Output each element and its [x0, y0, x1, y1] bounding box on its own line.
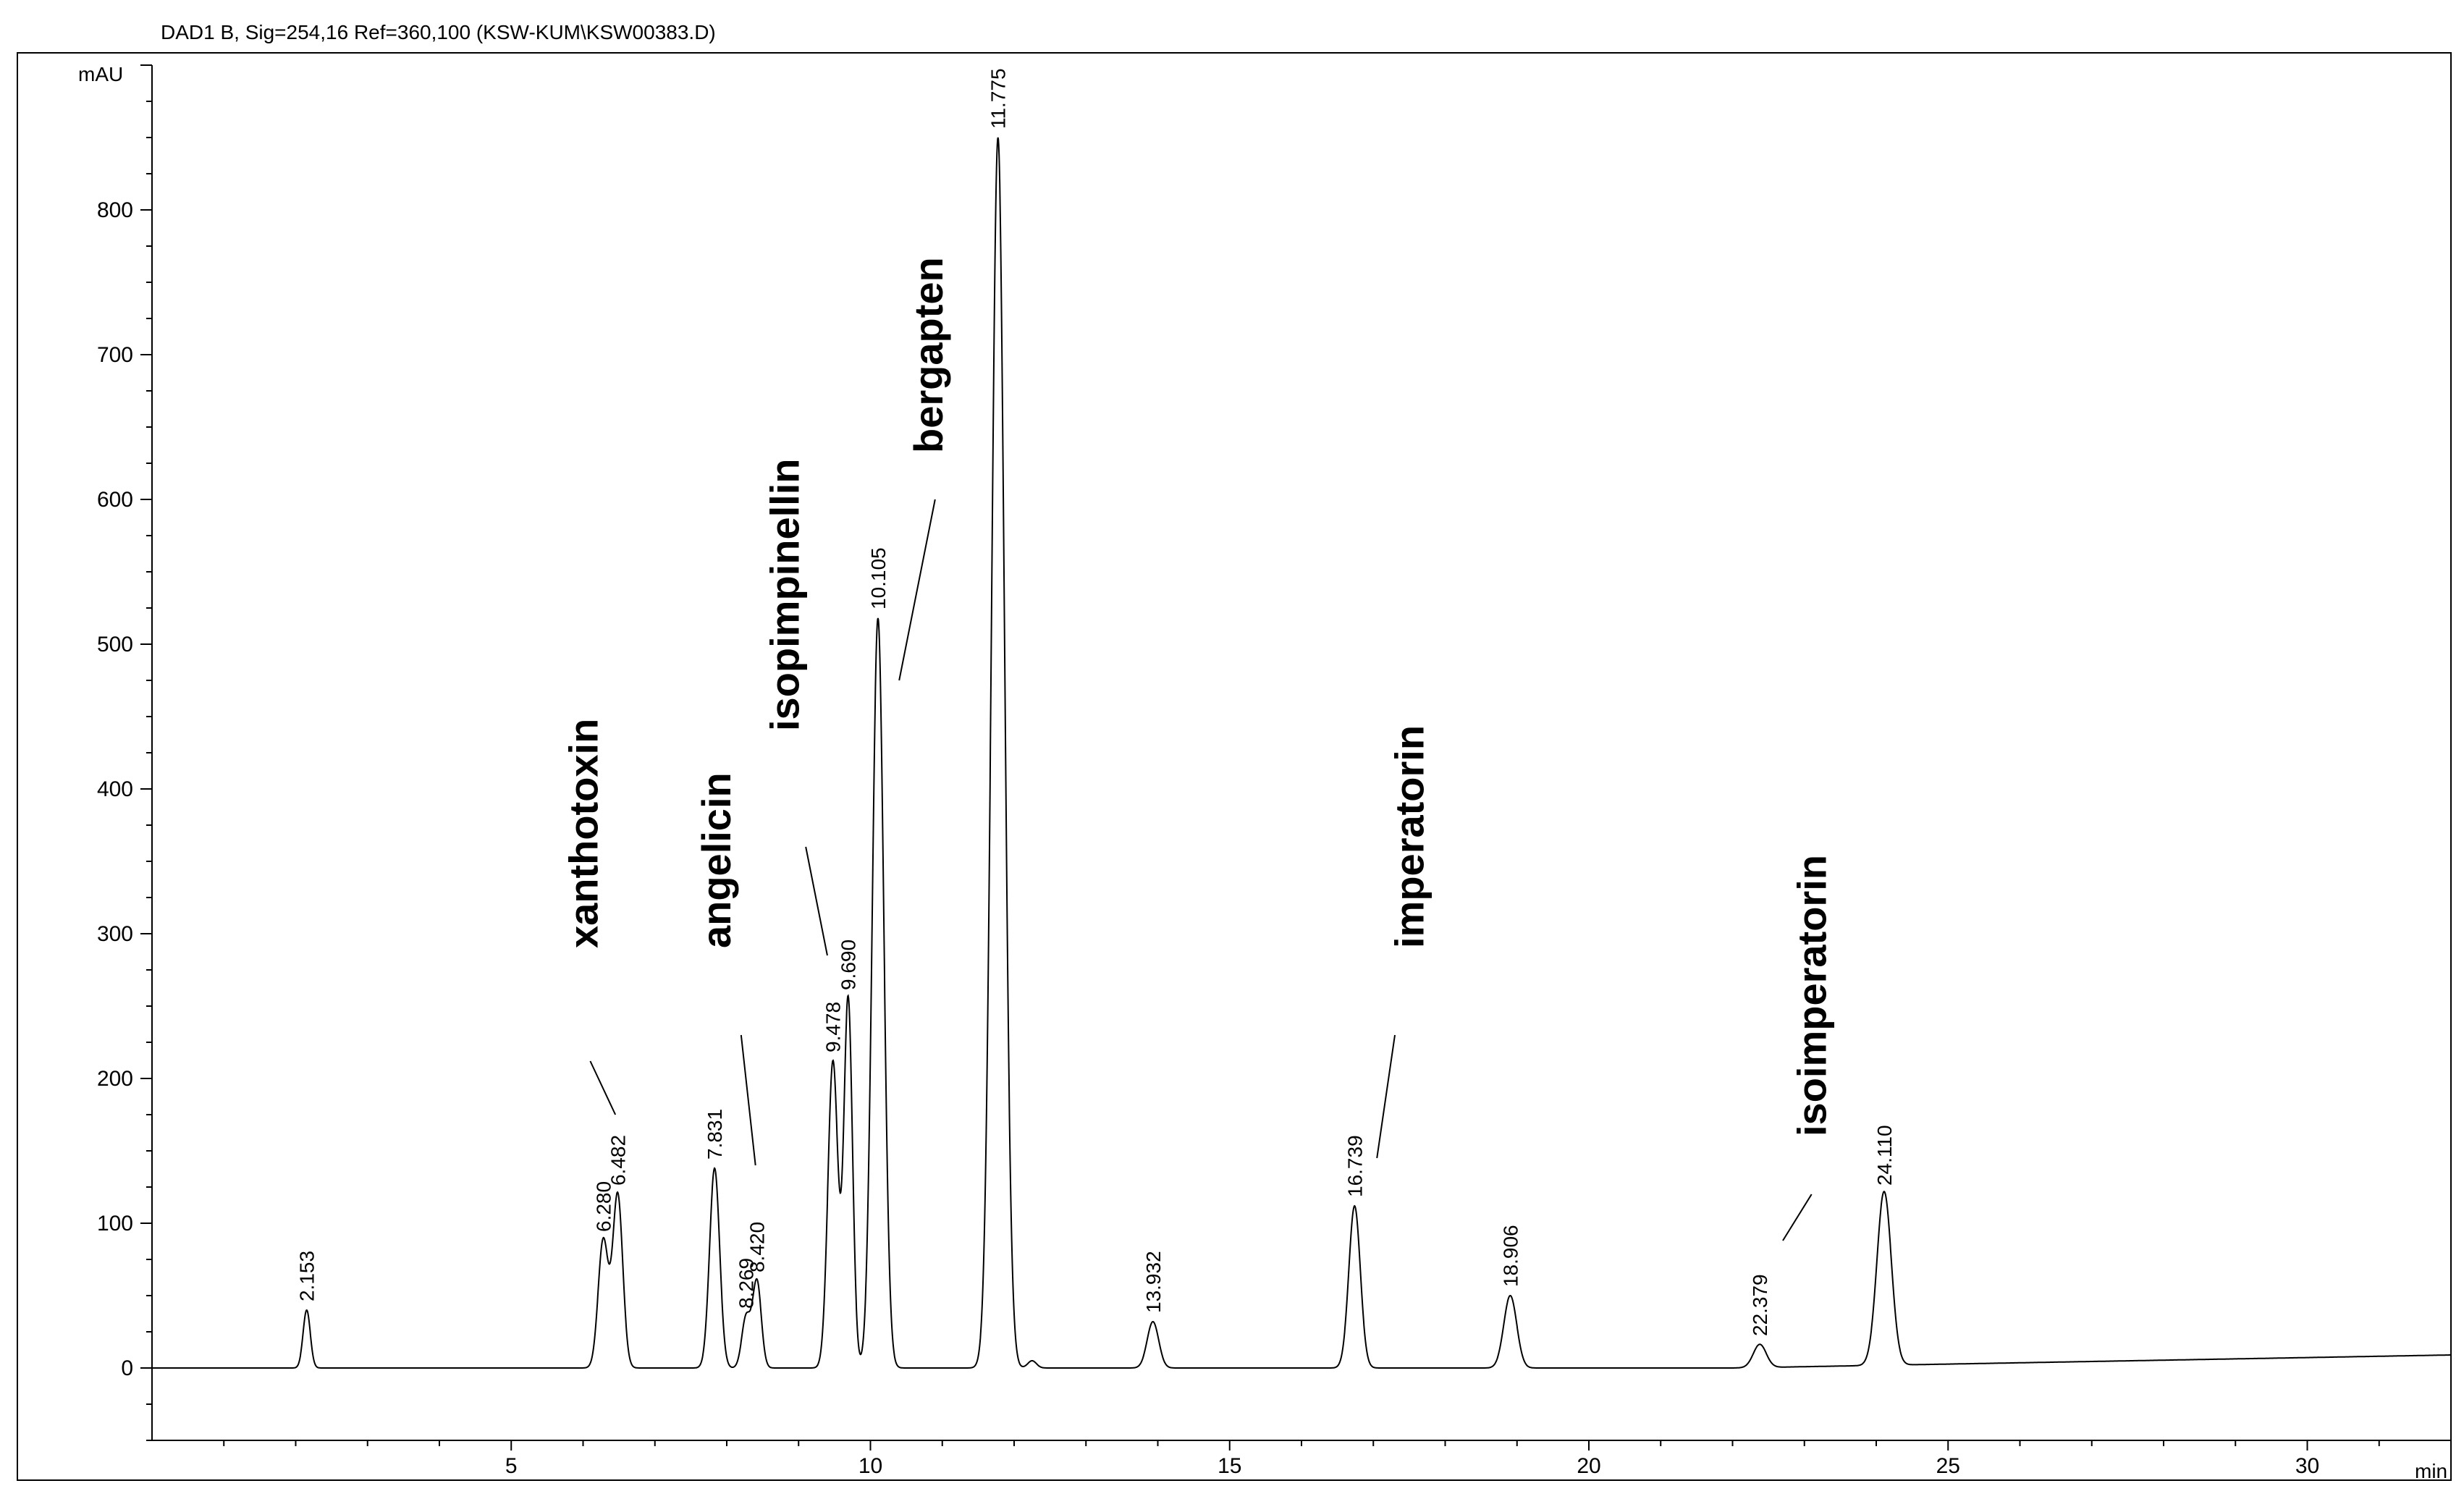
- x-tick-label: 5: [505, 1454, 518, 1478]
- peak-rt-label: 2.153: [296, 1251, 318, 1301]
- compound-pointer-line: [898, 499, 936, 681]
- compound-label: xanthotoxin: [560, 719, 606, 948]
- x-tick-label: 20: [1577, 1454, 1600, 1478]
- compound-label: isopimpinellin: [761, 459, 807, 731]
- peak-rt-label: 24.110: [1873, 1125, 1896, 1186]
- axes: [140, 64, 2452, 1451]
- compound-label: bergapten: [906, 257, 951, 453]
- compound-label: isoimperatorin: [1789, 855, 1835, 1136]
- compound-label: imperatorin: [1387, 725, 1433, 948]
- peak-rt-label: 18.906: [1499, 1225, 1522, 1287]
- peak-rt-label: 16.739: [1343, 1135, 1366, 1197]
- y-tick-label: 300: [97, 922, 133, 946]
- peak-rt-label: 9.690: [837, 939, 860, 990]
- peak-rt-label: 8.420: [746, 1222, 769, 1272]
- y-tick-label: 200: [97, 1067, 133, 1091]
- y-tick-label: 700: [97, 343, 133, 367]
- tick-labels: 0 100 200 300 400 500 600 700 800 5 10 15 20 25 30: [97, 198, 2319, 1478]
- y-tick-label: 600: [97, 488, 133, 512]
- x-tick-label: 15: [1218, 1454, 1241, 1478]
- chart-title: DAD1 B, Sig=254,16 Ref=360,100 (KSW-KUM\…: [161, 21, 716, 43]
- y-tick-label: 500: [97, 633, 133, 656]
- compound-label: angelicin: [693, 772, 739, 948]
- x-tick-label: 10: [858, 1454, 882, 1478]
- plot-frame: [17, 52, 2452, 1481]
- chromatogram-line: [152, 137, 2451, 1369]
- signal-trace: [152, 137, 2451, 1369]
- x-tick-label: 30: [2295, 1454, 2319, 1478]
- y-tick-label: 800: [97, 198, 133, 222]
- y-tick-label: 100: [97, 1212, 133, 1236]
- peak-rt-label: 22.379: [1749, 1274, 1771, 1336]
- y-tick-label: 400: [97, 777, 133, 801]
- compound-pointer-line: [740, 1034, 756, 1166]
- compound-pointer-line: [1376, 1034, 1396, 1159]
- peak-rt-label: 13.932: [1142, 1251, 1165, 1313]
- peak-rt-label: 7.831: [704, 1109, 726, 1160]
- peak-rt-label: 10.105: [867, 547, 890, 609]
- peak-rt-label: 6.482: [607, 1135, 629, 1186]
- compound-annotations: xanthotoxin angelicin isopimpinellin bergap…: [560, 257, 1835, 1241]
- compound-pointer-line: [589, 1060, 617, 1115]
- y-tick-label: 0: [121, 1356, 133, 1380]
- peak-rt-label: 9.478: [822, 1002, 845, 1052]
- peak-rt-label: 8.269: [735, 1258, 758, 1309]
- compound-pointer-line: [805, 846, 828, 956]
- compound-pointer-line: [1782, 1194, 1813, 1241]
- peak-rt-label: 6.280: [592, 1181, 615, 1232]
- x-tick-label: 25: [1936, 1454, 1960, 1478]
- peak-rt-label: 11.775: [987, 68, 1010, 129]
- y-axis-unit: mAU: [78, 63, 123, 85]
- x-axis-unit: min: [2415, 1460, 2447, 1482]
